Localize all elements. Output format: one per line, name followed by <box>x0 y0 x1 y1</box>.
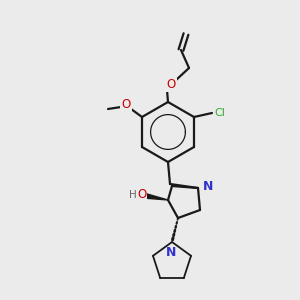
Text: O: O <box>137 188 147 202</box>
Text: Cl: Cl <box>214 108 225 118</box>
Text: O: O <box>167 79 176 92</box>
Text: N: N <box>203 181 213 194</box>
Text: N: N <box>166 246 176 259</box>
Text: H: H <box>129 190 137 200</box>
Polygon shape <box>146 194 168 200</box>
Text: O: O <box>122 98 130 110</box>
